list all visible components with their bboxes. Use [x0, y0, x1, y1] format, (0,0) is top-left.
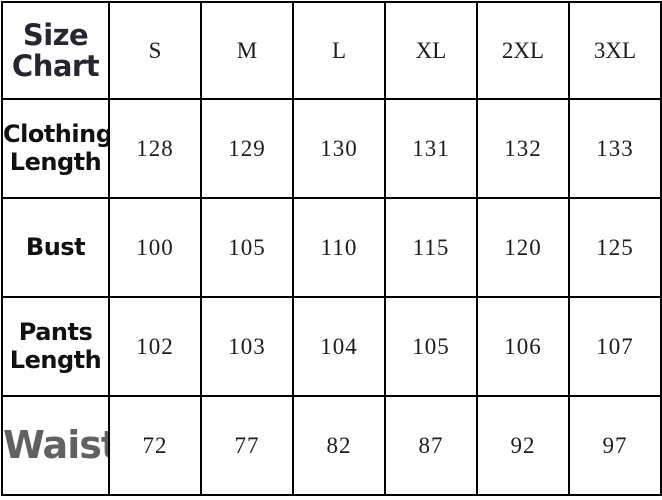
pants-length-s: 102: [108, 296, 202, 397]
pants-length-m: 103: [200, 296, 294, 397]
row-label-clothing-length: Clothing Length: [1, 98, 110, 199]
clothing-length-xl: 131: [384, 98, 478, 199]
clothing-length-m: 129: [200, 98, 294, 199]
table-row-waist: Waist 72 77 82 87 92 97: [1, 395, 662, 496]
pants-length-xl: 105: [384, 296, 478, 397]
column-header-2xl: 2XL: [476, 1, 570, 100]
row-label-pants-length: Pants Length: [1, 296, 110, 397]
waist-s: 72: [108, 395, 202, 496]
table-row-clothing-length: Clothing Length 128 129 130 131 132 133: [1, 98, 662, 199]
waist-l: 82: [292, 395, 386, 496]
waist-2xl: 92: [476, 395, 570, 496]
waist-xl: 87: [384, 395, 478, 496]
bust-xl: 115: [384, 197, 478, 298]
pants-length-l: 104: [292, 296, 386, 397]
clothing-length-l: 130: [292, 98, 386, 199]
waist-3xl: 97: [568, 395, 662, 496]
bust-m: 105: [200, 197, 294, 298]
clothing-length-s: 128: [108, 98, 202, 199]
column-header-m: M: [200, 1, 294, 100]
pants-length-3xl: 107: [568, 296, 662, 397]
pants-length-2xl: 106: [476, 296, 570, 397]
bust-l: 110: [292, 197, 386, 298]
table-title: Size Chart: [1, 1, 110, 100]
table-row-pants-length: Pants Length 102 103 104 105 106 107: [1, 296, 662, 397]
clothing-length-2xl: 132: [476, 98, 570, 199]
clothing-length-3xl: 133: [568, 98, 662, 199]
table-row-bust: Bust 100 105 110 115 120 125: [1, 197, 662, 298]
column-header-xl: XL: [384, 1, 478, 100]
row-label-waist: Waist: [1, 395, 110, 496]
bust-s: 100: [108, 197, 202, 298]
waist-m: 77: [200, 395, 294, 496]
header-row: Size Chart S M L XL 2XL 3XL: [1, 1, 662, 100]
row-label-bust: Bust: [1, 197, 110, 298]
bust-2xl: 120: [476, 197, 570, 298]
column-header-l: L: [292, 1, 386, 100]
column-header-3xl: 3XL: [568, 1, 662, 100]
bust-3xl: 125: [568, 197, 662, 298]
column-header-s: S: [108, 1, 202, 100]
